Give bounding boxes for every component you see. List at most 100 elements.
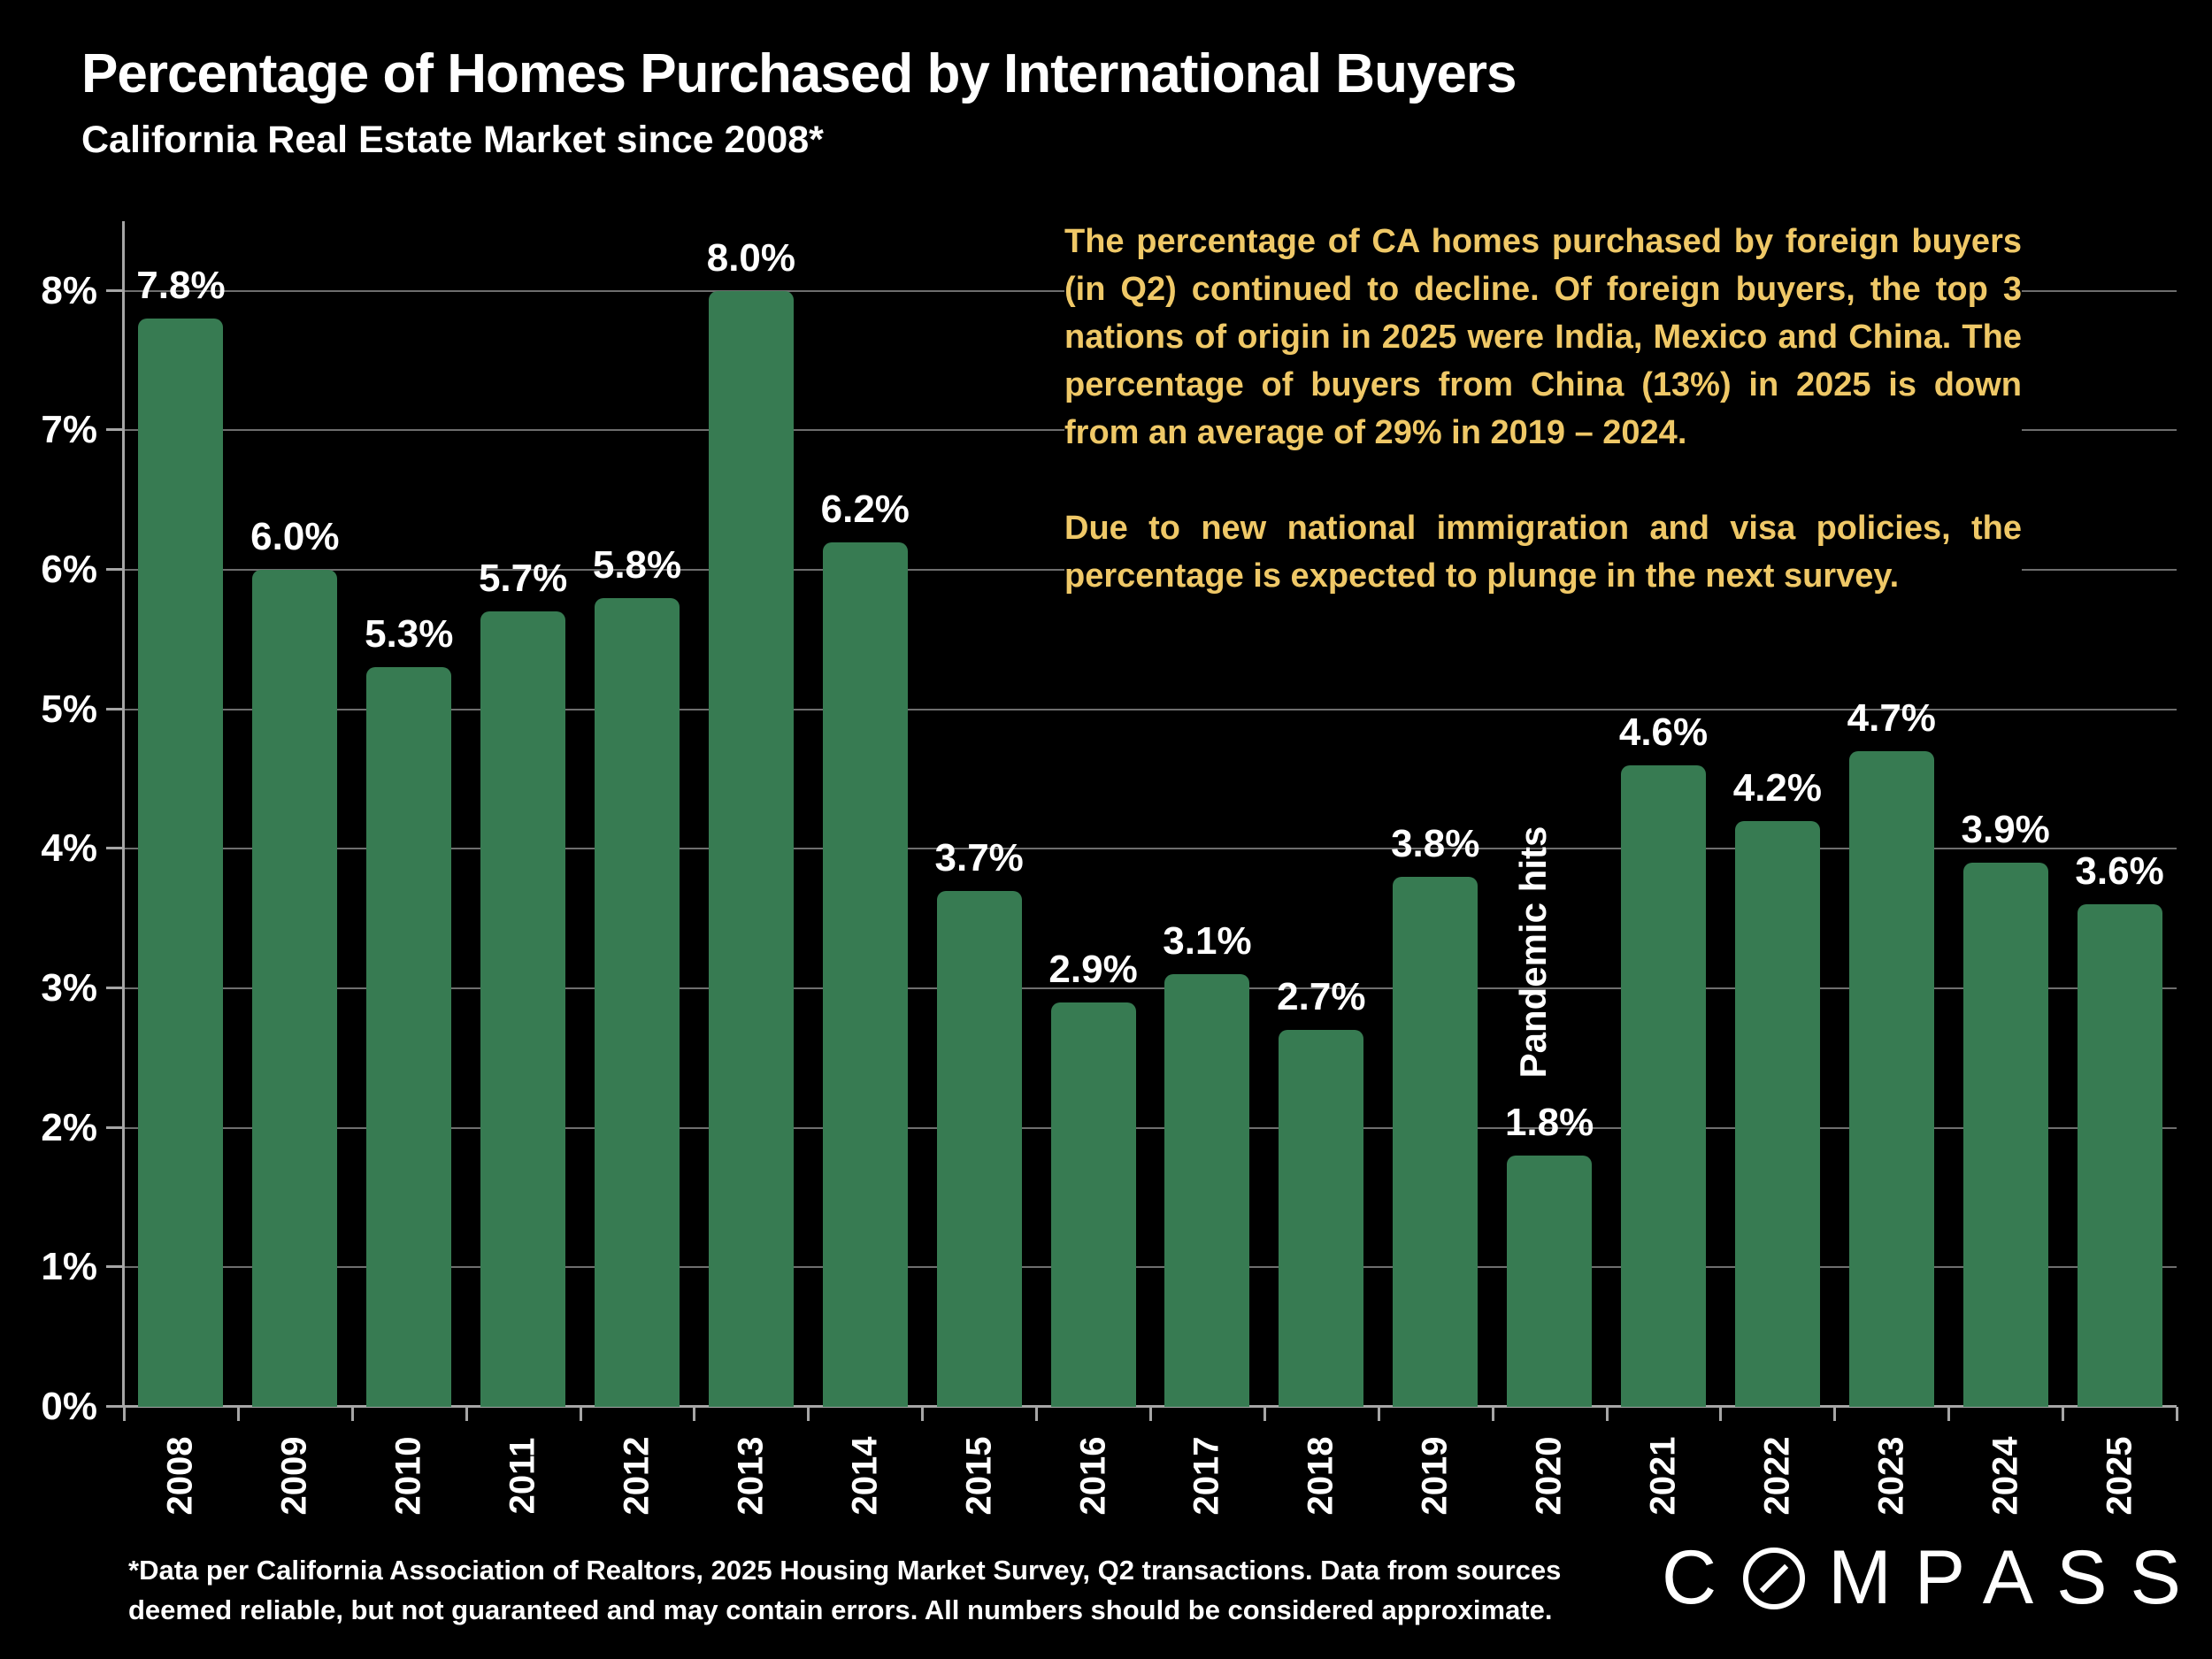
x-axis-label-2017: 2017 (1187, 1436, 1226, 1516)
page-subtitle: California Real Estate Market since 2008… (81, 119, 824, 161)
bar-value-label-2021: 4.6% (1618, 710, 1709, 754)
gridline-2% (124, 1126, 2177, 1129)
x-axis-tick (350, 1407, 354, 1421)
compass-logo-text-c: C (1662, 1535, 1740, 1620)
gridline-3% (124, 987, 2177, 990)
x-axis-tick (1605, 1407, 1609, 1421)
bar-value-label-2025: 3.6% (2075, 849, 2164, 894)
bar-2011 (480, 611, 566, 1407)
footnote: *Data per California Association of Real… (128, 1550, 1650, 1630)
x-axis-label-2013: 2013 (731, 1436, 771, 1516)
bar-2024 (1962, 863, 2048, 1407)
bar-value-label-2022: 4.2% (1732, 765, 1823, 810)
x-axis-label-2023: 2023 (1871, 1436, 1911, 1516)
x-axis-tick (1719, 1407, 1723, 1421)
bar-2023 (1848, 751, 1934, 1407)
x-axis-label-2022: 2022 (1757, 1436, 1797, 1516)
y-axis-tick (106, 987, 122, 990)
bar-value-label-2015: 3.7% (934, 835, 1024, 879)
y-axis-tick (106, 288, 122, 292)
x-axis-tick (123, 1407, 126, 1421)
x-axis-tick (579, 1407, 582, 1421)
x-axis-line (122, 1405, 2177, 1408)
y-axis-label-7%: 7% (41, 408, 97, 452)
bar-2008 (138, 319, 224, 1407)
bar-2022 (1734, 820, 1820, 1407)
bar-annotation-pandemic-hits: Pandemic hits (1512, 826, 1555, 1079)
x-axis-label-2025: 2025 (2100, 1436, 2139, 1516)
footnote-line-2: deemed reliable, but not guaranteed and … (128, 1594, 1553, 1625)
bar-value-label-2024: 3.9% (1961, 808, 2050, 852)
bar-2013 (708, 290, 794, 1407)
x-axis-label-2015: 2015 (959, 1436, 999, 1516)
bar-value-label-2023: 4.7% (1847, 696, 1936, 741)
y-axis-tick (106, 428, 122, 432)
x-axis-label-2018: 2018 (1301, 1436, 1340, 1516)
x-axis-label-2008: 2008 (160, 1436, 200, 1516)
x-axis-tick (1263, 1407, 1266, 1421)
annotation-paragraph-2: Due to new national immigration and visa… (1064, 510, 2022, 595)
bar-value-label-2014: 6.2% (820, 487, 910, 531)
x-axis-tick (465, 1407, 468, 1421)
bar-value-label-2008: 7.8% (136, 264, 226, 308)
y-axis-line (122, 221, 125, 1407)
x-axis-tick (921, 1407, 925, 1421)
x-axis-tick (2176, 1407, 2178, 1421)
x-axis-label-2024: 2024 (1985, 1436, 2025, 1516)
y-axis-label-4%: 4% (41, 826, 97, 871)
bar-2021 (1621, 764, 1706, 1407)
y-axis-label-0%: 0% (41, 1385, 97, 1428)
x-axis-label-2010: 2010 (388, 1436, 428, 1516)
x-axis-tick (1377, 1407, 1380, 1421)
compass-logo-o-icon (1743, 1547, 1806, 1609)
x-axis-tick (1947, 1407, 1951, 1421)
x-axis-tick (1833, 1407, 1837, 1421)
x-axis-label-2019: 2019 (1415, 1436, 1455, 1516)
x-axis-label-2016: 2016 (1073, 1436, 1113, 1516)
x-axis-tick (807, 1407, 810, 1421)
y-axis-tick (106, 1405, 122, 1408)
gridline-4% (124, 848, 2177, 850)
gridline-1% (124, 1266, 2177, 1269)
bar-2012 (595, 597, 680, 1407)
y-axis-label-2%: 2% (41, 1105, 97, 1149)
y-axis-tick (106, 1265, 122, 1269)
bar-value-label-2019: 3.8% (1391, 821, 1480, 865)
y-axis-tick (106, 1125, 122, 1129)
y-axis-label-1%: 1% (41, 1245, 97, 1289)
x-axis-label-2021: 2021 (1643, 1436, 1683, 1516)
bar-2025 (2077, 904, 2162, 1407)
x-axis-tick (236, 1407, 240, 1421)
bar-2016 (1050, 1002, 1136, 1407)
annotation-paragraph-1: The percentage of CA homes purchased by … (1064, 223, 2022, 451)
bar-value-label-2013: 8.0% (706, 235, 796, 280)
y-axis-label-3%: 3% (41, 966, 97, 1010)
bar-value-label-2018: 2.7% (1277, 975, 1366, 1019)
y-axis-tick (106, 568, 122, 572)
bar-2014 (822, 541, 908, 1407)
x-axis-label-2011: 2011 (503, 1437, 542, 1515)
x-axis-tick (1491, 1407, 1494, 1421)
bar-2019 (1393, 876, 1479, 1407)
x-axis-tick (2062, 1407, 2065, 1421)
compass-logo-text-mpass: MPASS (1828, 1535, 2204, 1620)
x-axis-label-2009: 2009 (274, 1436, 314, 1516)
bar-value-label-2009: 6.0% (250, 515, 340, 559)
bar-2020 (1507, 1156, 1593, 1407)
y-axis-tick (106, 847, 122, 850)
annotation-block: The percentage of CA homes purchased by … (1064, 218, 2022, 600)
bar-2010 (366, 667, 452, 1407)
bar-value-label-2011: 5.7% (478, 557, 568, 601)
footnote-line-1: *Data per California Association of Real… (128, 1555, 1562, 1586)
x-axis-tick (693, 1407, 696, 1421)
bar-2018 (1279, 1030, 1364, 1407)
page-title: Percentage of Homes Purchased by Interna… (81, 43, 1517, 104)
bar-chart: 0% 1% 2% 3% 4% 5% 6% 7% 8% 7.8% 2008 6.0% 2009 5.3% 20… (41, 221, 2178, 1515)
x-axis-label-2012: 2012 (617, 1436, 657, 1516)
bar-value-label-2010: 5.3% (365, 612, 454, 657)
bar-2015 (936, 890, 1022, 1407)
x-axis-tick (1149, 1407, 1152, 1421)
compass-needle-icon (1759, 1563, 1789, 1593)
bar-2017 (1164, 974, 1250, 1407)
bar-2009 (252, 570, 338, 1407)
